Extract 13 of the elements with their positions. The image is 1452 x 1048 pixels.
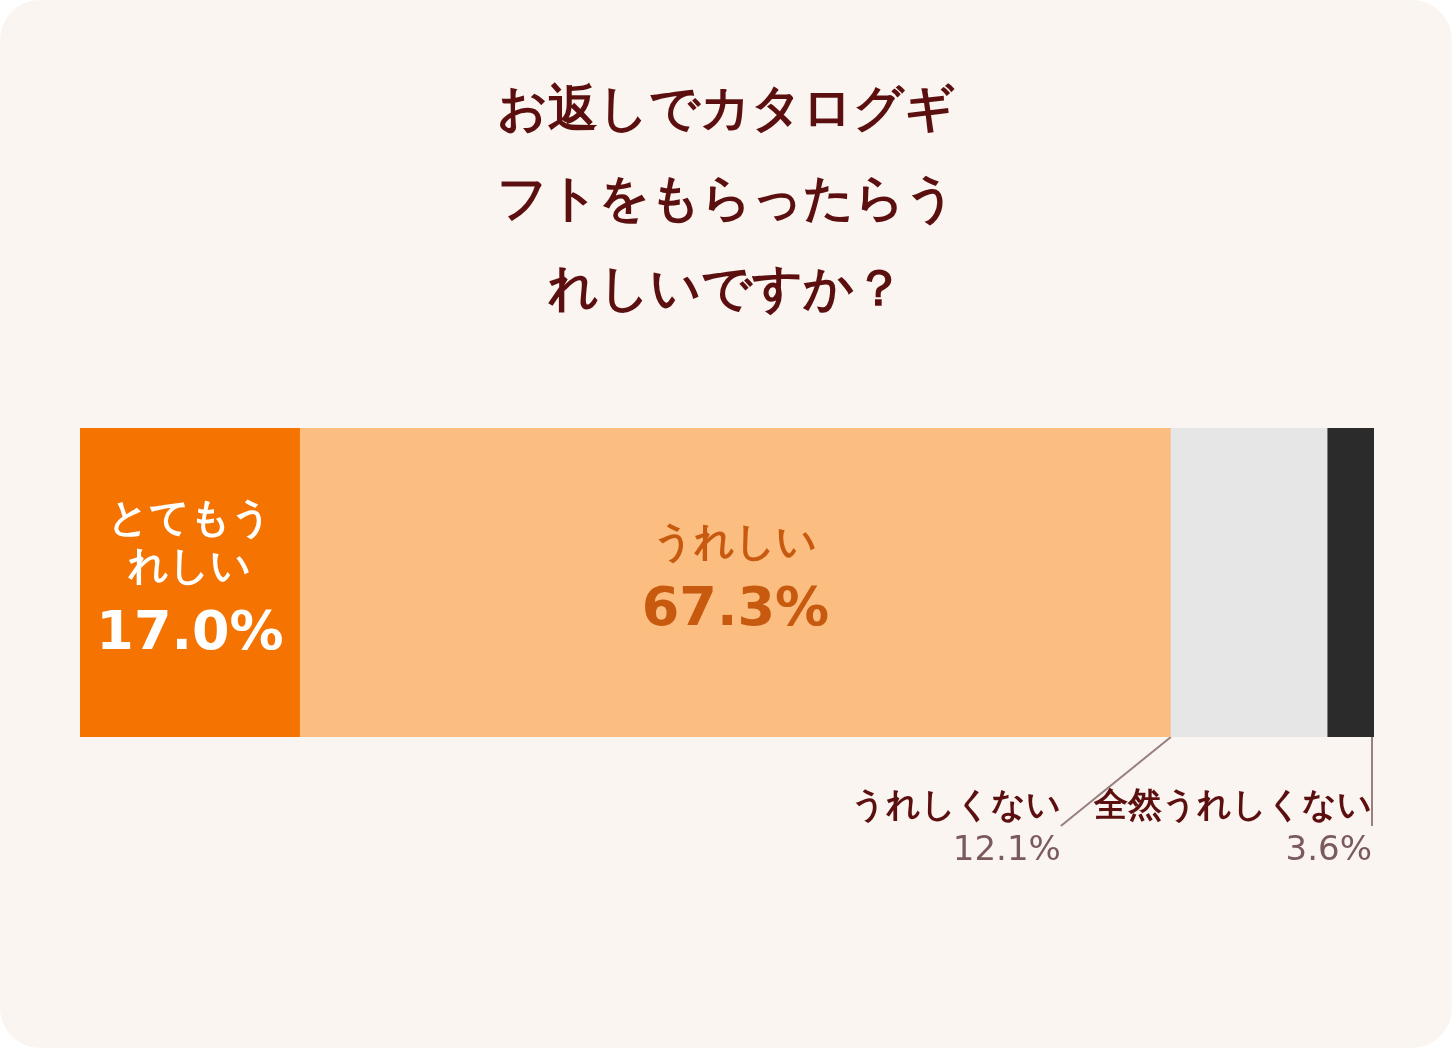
data-label: 3.6% xyxy=(1285,828,1372,868)
data-label: 12.1% xyxy=(952,828,1061,868)
bar xyxy=(80,428,300,737)
bar xyxy=(1327,428,1374,737)
data-label: 17.0% xyxy=(96,599,284,662)
bar xyxy=(1170,428,1328,737)
series-label: うれしい xyxy=(653,517,818,564)
series-label: 全然うれしくない xyxy=(1093,784,1372,824)
series-label: とてもうれしい xyxy=(107,493,272,588)
bar xyxy=(299,428,1171,737)
data-label: 67.3% xyxy=(641,575,830,638)
text: うれしくない xyxy=(850,784,1061,824)
chart-title: お返しでカタログギフトをもらったらうれしいですか？ xyxy=(496,79,956,317)
